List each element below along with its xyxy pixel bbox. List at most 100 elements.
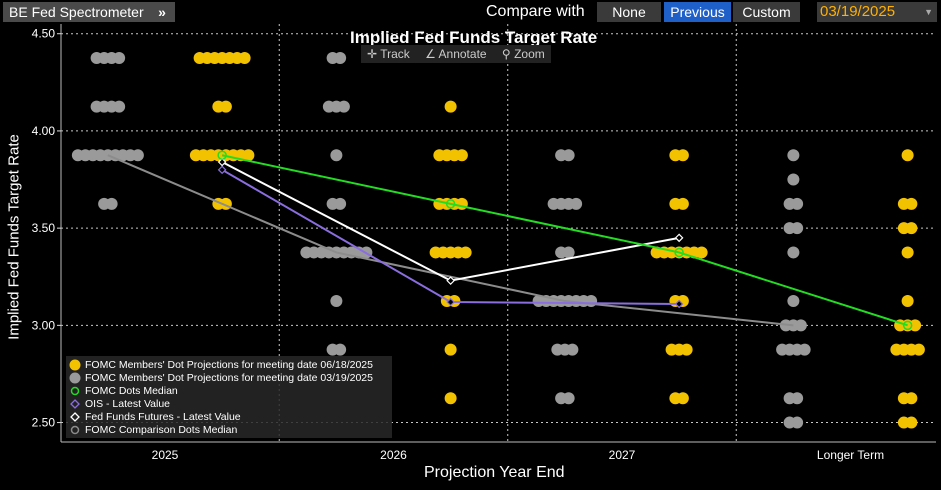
dropdown-arrow-icon: ▼ bbox=[924, 7, 933, 17]
x-tick-label: 2026 bbox=[380, 448, 407, 462]
y-tick-label: 4.50 bbox=[32, 27, 56, 41]
expand-button[interactable]: » bbox=[149, 2, 175, 22]
comparison-date-select[interactable]: 03/19/2025 ▼ bbox=[817, 2, 937, 22]
dot-projection-03-19-2025 bbox=[131, 149, 144, 162]
series-line-fed-funds-futures-latest-value bbox=[221, 161, 680, 282]
dot-projection-03-19-2025 bbox=[787, 246, 800, 259]
dot-projection-03-19-2025 bbox=[113, 52, 126, 65]
dot-projection-03-19-2025 bbox=[113, 100, 126, 113]
dot-projection-06-18-2025 bbox=[238, 52, 251, 65]
dot-projection-03-19-2025 bbox=[562, 149, 575, 162]
annotate-label: Annotate bbox=[438, 47, 487, 61]
dot-projection-03-19-2025 bbox=[330, 149, 343, 162]
legend-item-ois[interactable]: OIS - Latest Value bbox=[68, 397, 392, 410]
gray-dot-icon bbox=[68, 371, 82, 384]
dot-projection-06-18-2025 bbox=[455, 149, 468, 162]
magnifier-icon: ⚲ bbox=[501, 47, 511, 61]
series-point-fed-funds-futures-latest-value bbox=[674, 233, 684, 243]
dot-projection-06-18-2025 bbox=[459, 246, 472, 259]
dot-projection-03-19-2025 bbox=[105, 197, 118, 210]
series-point-fomc-dots-median bbox=[217, 150, 227, 160]
legend-label: Fed Funds Futures - Latest Value bbox=[85, 410, 241, 423]
gray-ring-icon bbox=[68, 423, 82, 436]
series-point-fomc-dots-median bbox=[445, 199, 456, 209]
track-label: Track bbox=[380, 47, 410, 61]
series-point-fed-funds-futures-latest-value bbox=[217, 157, 227, 167]
dot-projection-06-18-2025 bbox=[444, 100, 457, 113]
legend-item-comparison-median[interactable]: FOMC Comparison Dots Median bbox=[68, 423, 392, 436]
legend-item-current-dots[interactable]: FOMC Members' Dot Projections for meetin… bbox=[68, 358, 392, 371]
track-tool[interactable]: ✛ Track bbox=[361, 45, 416, 63]
pencil-icon: ∠ bbox=[425, 47, 436, 61]
chart-tools: ✛ Track ∠ Annotate ⚲ Zoom bbox=[361, 45, 551, 63]
dot-projection-06-18-2025 bbox=[676, 197, 689, 210]
dot-projection-06-18-2025 bbox=[676, 149, 689, 162]
dot-projection-03-19-2025 bbox=[334, 343, 347, 356]
y-tick-label: 4.00 bbox=[32, 124, 56, 138]
dot-projection-06-18-2025 bbox=[242, 149, 255, 162]
chart-title: Implied Fed Funds Target Rate bbox=[350, 28, 598, 47]
legend-label: OIS - Latest Value bbox=[85, 397, 171, 410]
x-tick-label: Longer Term bbox=[817, 448, 884, 462]
series-point-fomc-dots-median bbox=[674, 247, 684, 258]
y-tick-label: 3.00 bbox=[32, 318, 56, 332]
legend-label: FOMC Members' Dot Projections for meetin… bbox=[85, 371, 373, 384]
compare-previous-button[interactable]: Previous bbox=[664, 2, 731, 22]
series-point-ois-latest-value bbox=[446, 297, 455, 307]
series-line-fomc-dots-median bbox=[221, 154, 908, 327]
compare-with-label: Compare with bbox=[486, 3, 585, 20]
dot-projection-06-18-2025 bbox=[901, 246, 914, 259]
dot-projection-03-19-2025 bbox=[791, 392, 804, 405]
compare-custom-button[interactable]: Custom bbox=[733, 2, 800, 22]
dot-projection-03-19-2025 bbox=[570, 197, 583, 210]
legend-item-fomc-median[interactable]: FOMC Dots Median bbox=[68, 384, 392, 397]
dot-projection-03-19-2025 bbox=[337, 100, 350, 113]
dot-projection-06-18-2025 bbox=[909, 319, 922, 332]
dot-projection-03-19-2025 bbox=[791, 416, 804, 429]
dot-projection-03-19-2025 bbox=[791, 197, 804, 210]
dot-projection-03-19-2025 bbox=[787, 173, 800, 186]
zoom-tool[interactable]: ⚲ Zoom bbox=[496, 45, 551, 63]
zoom-label: Zoom bbox=[514, 47, 545, 61]
legend-label: FOMC Dots Median bbox=[85, 384, 178, 397]
dot-projection-03-19-2025 bbox=[562, 246, 575, 259]
compare-none-button[interactable]: None bbox=[597, 2, 661, 22]
dot-projection-06-18-2025 bbox=[444, 392, 457, 405]
dot-projection-06-18-2025 bbox=[905, 392, 918, 405]
dot-projection-06-18-2025 bbox=[901, 295, 914, 308]
dot-projection-03-19-2025 bbox=[787, 149, 800, 162]
dot-projection-06-18-2025 bbox=[444, 343, 457, 356]
dot-projection-03-19-2025 bbox=[794, 319, 807, 332]
yellow-dot-icon bbox=[68, 358, 82, 371]
purple-diamond-icon bbox=[68, 397, 82, 410]
y-tick-label: 2.50 bbox=[32, 416, 56, 430]
series-point-ois-latest-value bbox=[674, 299, 684, 309]
white-diamond-icon bbox=[68, 410, 82, 423]
dot-projection-03-19-2025 bbox=[562, 392, 575, 405]
y-axis-label: Implied Fed Funds Target Rate bbox=[5, 134, 23, 340]
dot-projection-06-18-2025 bbox=[680, 343, 693, 356]
dot-projection-03-19-2025 bbox=[791, 222, 804, 235]
dot-projection-03-19-2025 bbox=[787, 295, 800, 308]
comparison-date-value: 03/19/2025 bbox=[820, 3, 896, 20]
app-title[interactable]: BE Fed Spectrometer bbox=[3, 2, 150, 22]
dot-projection-06-18-2025 bbox=[905, 416, 918, 429]
series-point-fed-funds-futures-latest-value bbox=[446, 276, 455, 285]
legend-label: FOMC Members' Dot Projections for meetin… bbox=[85, 358, 373, 371]
y-tick-label: 3.50 bbox=[32, 221, 56, 235]
dot-projection-06-18-2025 bbox=[676, 392, 689, 405]
legend-item-futures[interactable]: Fed Funds Futures - Latest Value bbox=[68, 410, 392, 423]
dot-projection-06-18-2025 bbox=[905, 222, 918, 235]
x-tick-label: 2027 bbox=[609, 448, 636, 462]
dot-projection-03-19-2025 bbox=[334, 52, 347, 65]
dot-projection-03-19-2025 bbox=[330, 295, 343, 308]
green-ring-icon bbox=[68, 384, 82, 397]
x-tick-label: 2025 bbox=[152, 448, 179, 462]
legend-label: FOMC Comparison Dots Median bbox=[85, 423, 238, 436]
legend-item-previous-dots[interactable]: FOMC Members' Dot Projections for meetin… bbox=[68, 371, 392, 384]
toolbar: BE Fed Spectrometer » Compare with None … bbox=[0, 0, 941, 24]
dot-projection-06-18-2025 bbox=[912, 343, 925, 356]
series-point-fomc-dots-median bbox=[902, 320, 913, 331]
annotate-tool[interactable]: ∠ Annotate bbox=[419, 45, 492, 63]
chart-legend: FOMC Members' Dot Projections for meetin… bbox=[66, 356, 392, 438]
